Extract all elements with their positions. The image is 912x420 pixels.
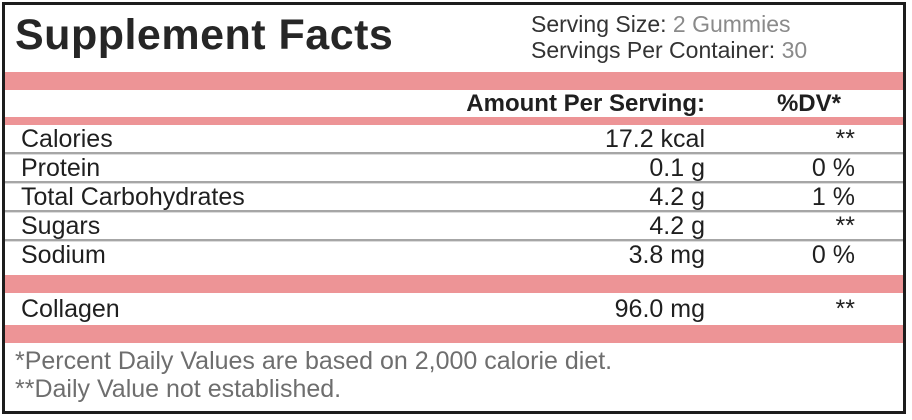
nutrient-name: Protein bbox=[21, 154, 101, 182]
dv-header: %DV* bbox=[776, 90, 841, 117]
nutrient-name: Calories bbox=[21, 125, 113, 153]
divider-bar-below-collagen bbox=[5, 325, 903, 343]
nutrient-row-sugars: Sugars 4.2 g ** bbox=[5, 212, 903, 241]
footnotes: *Percent Daily Values are based on 2,000… bbox=[5, 343, 903, 411]
nutrient-amount: 96.0 mg bbox=[614, 294, 705, 323]
footnote-daily-values: *Percent Daily Values are based on 2,000… bbox=[15, 347, 613, 375]
divider-bar-above-collagen bbox=[5, 275, 903, 293]
serving-size-label: Serving Size: bbox=[531, 11, 667, 37]
label-title: Supplement Facts bbox=[15, 11, 394, 59]
serving-info: Serving Size: 2 Gummies Servings Per Con… bbox=[531, 5, 903, 72]
nutrient-amount: 4.2 g bbox=[649, 183, 705, 211]
serving-size-line: Serving Size: 2 Gummies bbox=[531, 11, 903, 37]
nutrient-dv: ** bbox=[835, 125, 855, 153]
serving-size-value: 2 Gummies bbox=[672, 11, 791, 37]
nutrient-amount: 0.1 g bbox=[649, 154, 705, 182]
nutrient-name: Collagen bbox=[21, 294, 120, 323]
amount-per-serving-header: Amount Per Serving: bbox=[466, 90, 705, 117]
nutrient-row-total-carbohydrates: Total Carbohydrates 4.2 g 1 % bbox=[5, 183, 903, 212]
divider-bar-under-header bbox=[5, 117, 903, 125]
nutrient-dv: 1 % bbox=[811, 183, 855, 211]
nutrient-dv: 0 % bbox=[811, 154, 855, 182]
supplement-facts-label: Supplement Facts Serving Size: 2 Gummies… bbox=[2, 2, 906, 414]
nutrient-dv: ** bbox=[835, 212, 855, 240]
servings-per-container-value: 30 bbox=[781, 37, 808, 63]
nutrient-row-protein: Protein 0.1 g 0 % bbox=[5, 154, 903, 183]
nutrient-amount: 3.8 mg bbox=[628, 241, 705, 269]
nutrient-name: Total Carbohydrates bbox=[21, 183, 245, 211]
column-header-row: Amount Per Serving: %DV* bbox=[5, 90, 903, 117]
servings-per-container-line: Servings Per Container: 30 bbox=[531, 37, 903, 63]
nutrient-amount: 17.2 kcal bbox=[604, 125, 705, 153]
nutrient-row-calories: Calories 17.2 kcal ** bbox=[5, 125, 903, 154]
divider-bar-top bbox=[5, 72, 903, 90]
servings-per-container-label: Servings Per Container: bbox=[531, 37, 776, 63]
nutrient-name: Sugars bbox=[21, 212, 101, 240]
label-header: Supplement Facts Serving Size: 2 Gummies… bbox=[5, 5, 903, 72]
nutrient-amount: 4.2 g bbox=[649, 212, 705, 240]
nutrient-name: Sodium bbox=[21, 241, 106, 269]
nutrient-dv: 0 % bbox=[811, 241, 855, 269]
nutrient-row-collagen: Collagen 96.0 mg ** bbox=[5, 293, 903, 325]
nutrient-row-sodium: Sodium 3.8 mg 0 % bbox=[5, 241, 903, 270]
footnote-not-established: **Daily Value not established. bbox=[15, 375, 342, 403]
nutrient-dv: ** bbox=[835, 294, 855, 323]
